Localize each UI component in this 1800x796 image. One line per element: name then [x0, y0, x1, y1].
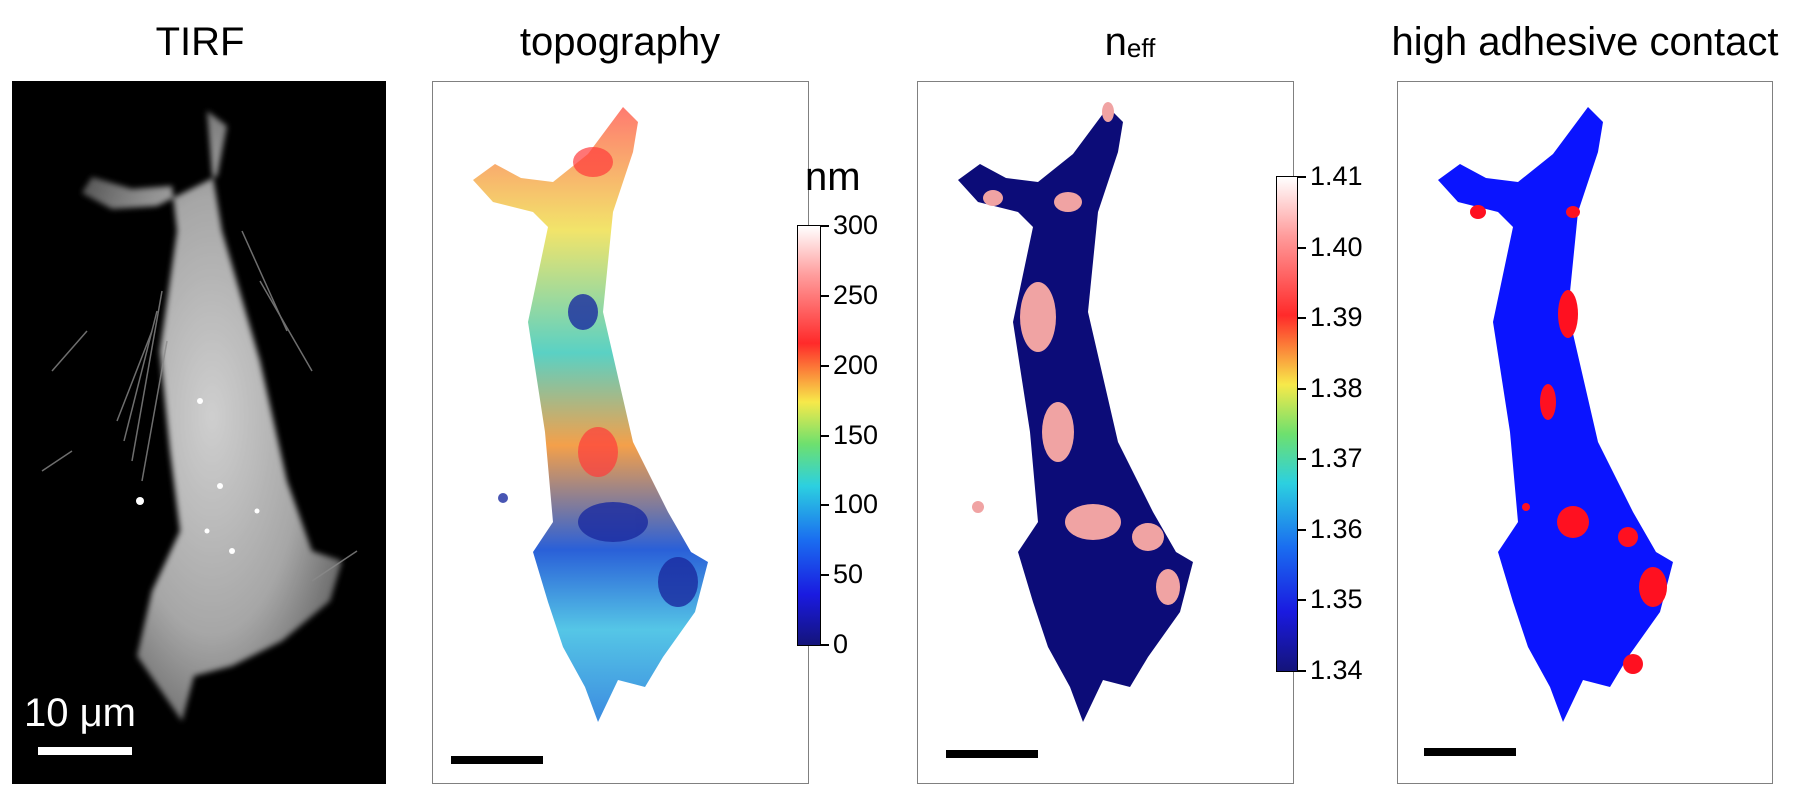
neff-panel: [917, 81, 1294, 784]
neff-colorbar-tick-label: 1.37: [1310, 443, 1363, 474]
topography-colorbar-tick-label: 250: [833, 279, 879, 310]
neff-colorbar-tick: [1298, 246, 1306, 249]
topography-map: [473, 107, 708, 722]
neff-colorbar-tick-label: 1.34: [1310, 655, 1363, 685]
panel-title-neff: neff: [1060, 20, 1200, 65]
neff-title-subscript: eff: [1126, 33, 1156, 63]
topography-colorbar-tick: [821, 294, 829, 297]
topography-colorbar-tick-label: 200: [833, 349, 879, 380]
neff-map: [958, 102, 1193, 722]
neff-title-main: n: [1104, 20, 1127, 64]
neff-colorbar-tick: [1298, 599, 1306, 602]
neff-colorbar-tick: [1298, 387, 1306, 390]
topography-colorbar-tick-label: 150: [833, 419, 879, 450]
tirf-cell-image: [41, 111, 358, 721]
neff-colorbar-tick-label: 1.38: [1310, 372, 1363, 403]
topography-colorbar-tick: [821, 644, 829, 646]
topography-colorbar: [797, 225, 821, 646]
panel-title-high-adhesive-contact: high adhesive contact: [1391, 20, 1779, 64]
neff-colorbar-tick-label: 1.41: [1310, 161, 1363, 191]
topography-colorbar-tick-label: 50: [833, 559, 864, 590]
tirf-image-panel: 10 μm: [12, 81, 386, 784]
topography-colorbar-unit: nm: [805, 155, 861, 199]
tirf-scale-bar: [38, 747, 132, 755]
neff-colorbar: [1276, 176, 1298, 672]
neff-colorbar-tick-label: 1.40: [1310, 231, 1363, 262]
neff-colorbar-tick: [1298, 458, 1306, 461]
neff-colorbar-tick: [1298, 670, 1306, 672]
topography-scale-bar: [451, 756, 543, 764]
topography-colorbar-tick: [821, 364, 829, 367]
neff-colorbar-tick: [1298, 176, 1306, 178]
adhesion-panel: [1397, 81, 1773, 784]
neff-colorbar-tick: [1298, 317, 1306, 320]
adhesion-map: [1438, 107, 1673, 722]
panel-title-tirf: TIRF: [155, 20, 245, 64]
tirf-scale-label: 10 μm: [24, 691, 136, 735]
topography-colorbar-tick: [821, 504, 829, 507]
neff-colorbar-tick-label: 1.39: [1310, 302, 1363, 333]
adhesion-scale-bar: [1424, 748, 1516, 756]
neff-scale-bar: [946, 750, 1038, 758]
topography-colorbar-tick-label: 300: [833, 210, 879, 240]
neff-colorbar-tick-label: 1.35: [1310, 584, 1363, 615]
topography-colorbar-tick: [821, 225, 829, 227]
topography-panel: [432, 81, 809, 784]
topography-colorbar-tick-label: 100: [833, 489, 879, 520]
topography-colorbar-tick-label: 0: [833, 629, 849, 659]
neff-colorbar-tick-label: 1.36: [1310, 513, 1363, 544]
neff-colorbar-tick: [1298, 528, 1306, 531]
topography-colorbar-tick: [821, 434, 829, 437]
topography-colorbar-tick: [821, 574, 829, 577]
panel-title-topography: topography: [519, 20, 721, 64]
